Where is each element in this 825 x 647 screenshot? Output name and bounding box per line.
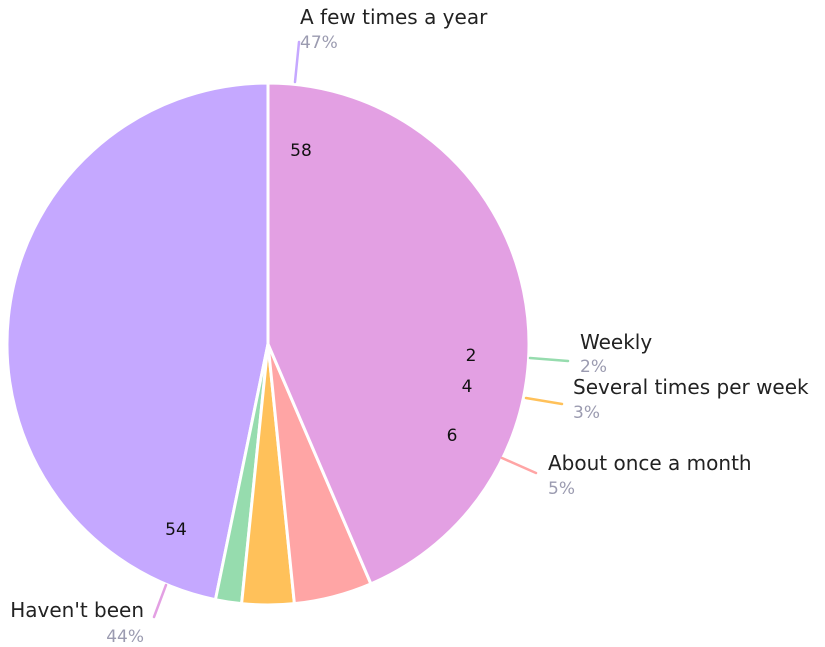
slice-category-label-several-times-per-week: Several times per week [573,375,809,399]
slice-category-label-weekly: Weekly [580,330,652,354]
slice-percent-label-havent-been: 44% [106,627,144,647]
leader-line-several-times-per-week [524,396,564,406]
leader-line-weekly [528,356,570,363]
slice-value-label-weekly: 2 [466,346,477,366]
pie-slice-a-few-times-a-year [5,81,270,602]
pie-slice-havent-been [266,81,531,586]
slice-percent-label-a-few-times-a-year: 47% [300,33,338,53]
slice-value-label-havent-been: 54 [165,520,187,540]
slice-category-label-a-few-times-a-year: A few times a year [300,5,488,29]
leader-line-havent-been [152,583,168,619]
slice-category-label-havent-been: Haven't been [10,598,144,622]
slice-percent-label-several-times-per-week: 3% [573,403,600,423]
slice-value-label-about-once-a-month: 6 [447,426,458,446]
slice-value-label-a-few-times-a-year: 58 [290,141,312,161]
slice-percent-label-weekly: 2% [580,357,607,377]
slice-percent-label-about-once-a-month: 5% [548,479,575,499]
leader-line-about-once-a-month [500,456,538,475]
slice-category-label-about-once-a-month: About once a month [548,451,752,475]
slice-value-label-several-times-per-week: 4 [462,377,473,397]
leader-line-a-few-times-a-year [293,40,301,84]
